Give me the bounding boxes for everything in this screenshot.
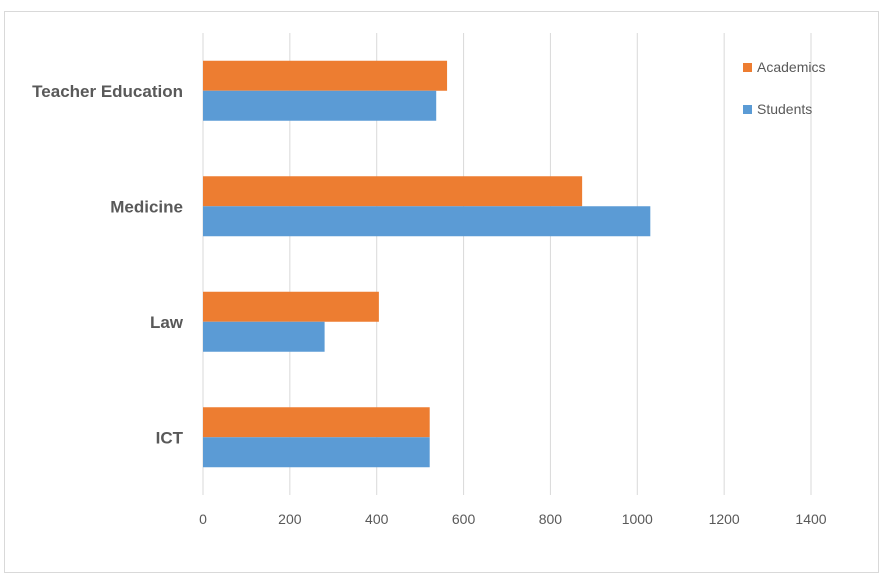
bar-academics-medicine	[203, 176, 583, 207]
category-label-law: Law	[150, 313, 184, 332]
x-tick-label-600: 600	[452, 511, 476, 527]
legend-swatch-academics	[743, 63, 752, 72]
bar-students-ict	[203, 437, 430, 468]
bar-students-teacher-education	[203, 90, 437, 121]
bar-academics-teacher-education	[203, 60, 448, 91]
chart-frame	[4, 11, 879, 573]
category-label-teacher-education: Teacher Education	[32, 82, 183, 101]
category-label-ict: ICT	[156, 428, 184, 447]
x-tick-label-1000: 1000	[622, 511, 653, 527]
x-tick-label-800: 800	[539, 511, 563, 527]
bar-students-medicine	[203, 206, 651, 237]
bars	[203, 60, 651, 468]
legend-swatch-students	[743, 105, 752, 114]
x-tick-label-0: 0	[199, 511, 207, 527]
x-tick-label-200: 200	[278, 511, 302, 527]
axes: 0 200 400 600 800 1000 1200 1400 ICT Law Medicine T…	[32, 82, 827, 527]
bar-students-law	[203, 321, 325, 352]
legend: Academics Students	[743, 59, 825, 117]
bar-academics-law	[203, 291, 379, 322]
x-tick-label-400: 400	[365, 511, 389, 527]
legend-label-academics: Academics	[757, 59, 825, 75]
legend-label-students: Students	[757, 101, 812, 117]
bar-academics-ict	[203, 407, 430, 438]
x-tick-label-1200: 1200	[709, 511, 740, 527]
x-tick-label-1400: 1400	[795, 511, 826, 527]
category-label-medicine: Medicine	[110, 197, 183, 216]
